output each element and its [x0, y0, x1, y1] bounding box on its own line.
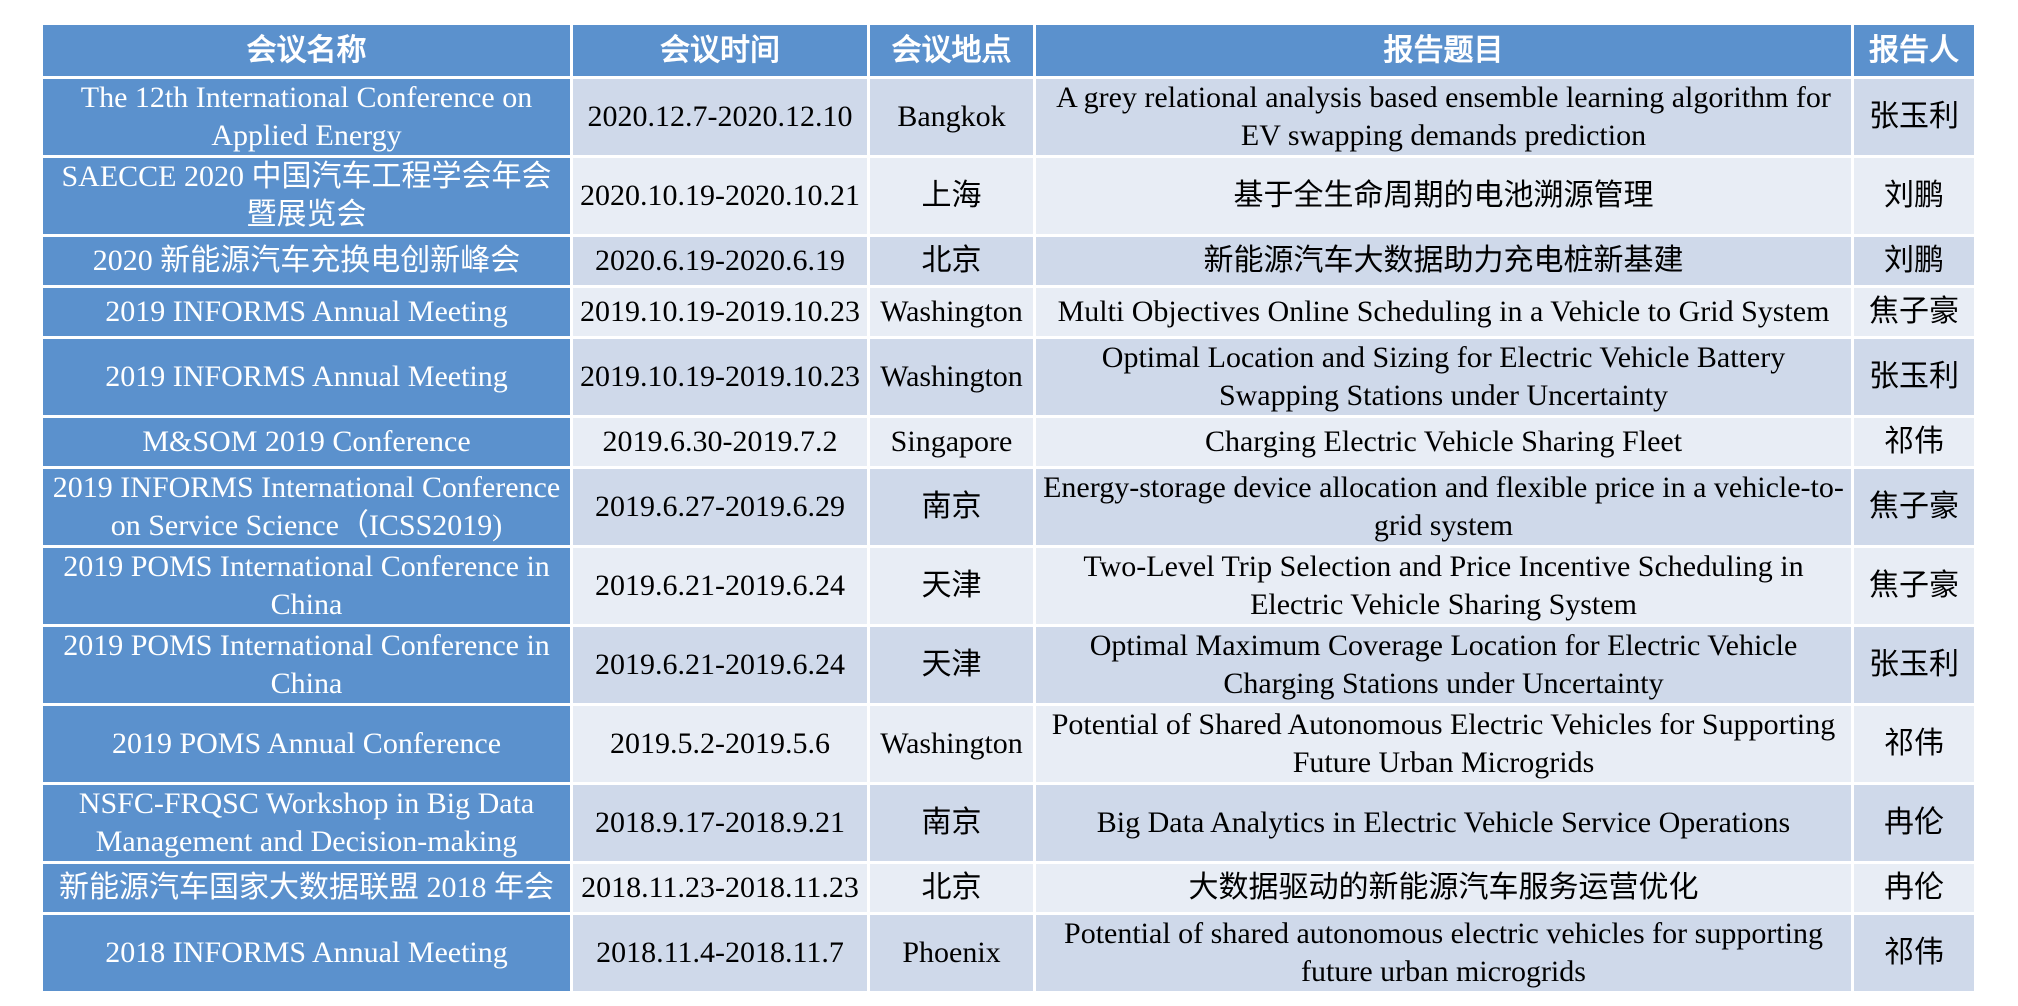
- date-cell: 2018.11.23-2018.11.23: [573, 864, 867, 912]
- date-cell: 2020.10.19-2020.10.21: [573, 158, 867, 234]
- report-title-cell: 新能源汽车大数据助力充电桩新基建: [1036, 237, 1851, 285]
- table-row: 2019 INFORMS International Conference on…: [43, 469, 1974, 545]
- header-conference-time: 会议时间: [573, 25, 867, 76]
- speaker-cell: 刘鹏: [1854, 237, 1974, 285]
- speaker-cell: 冉伦: [1854, 785, 1974, 861]
- conference-name-cell: SAECCE 2020 中国汽车工程学会年会暨展览会: [43, 158, 570, 234]
- date-cell: 2020.12.7-2020.12.10: [573, 79, 867, 155]
- conference-name-cell: 2020 新能源汽车充换电创新峰会: [43, 237, 570, 285]
- table-row: 2019 INFORMS Annual Meeting 2019.10.19-2…: [43, 288, 1974, 336]
- location-cell: 南京: [870, 469, 1033, 545]
- location-cell: Washington: [870, 288, 1033, 336]
- location-cell: 天津: [870, 548, 1033, 624]
- location-cell: Washington: [870, 706, 1033, 782]
- table-row: SAECCE 2020 中国汽车工程学会年会暨展览会 2020.10.19-20…: [43, 158, 1974, 234]
- speaker-cell: 张玉利: [1854, 339, 1974, 415]
- date-cell: 2018.9.17-2018.9.21: [573, 785, 867, 861]
- date-cell: 2018.11.4-2018.11.7: [573, 915, 867, 991]
- report-title-cell: Potential of Shared Autonomous Electric …: [1036, 706, 1851, 782]
- conference-name-cell: The 12th International Conference on App…: [43, 79, 570, 155]
- report-title-cell: Two-Level Trip Selection and Price Incen…: [1036, 548, 1851, 624]
- table-row: M&SOM 2019 Conference 2019.6.30-2019.7.2…: [43, 418, 1974, 466]
- speaker-cell: 焦子豪: [1854, 288, 1974, 336]
- location-cell: Singapore: [870, 418, 1033, 466]
- date-cell: 2019.10.19-2019.10.23: [573, 339, 867, 415]
- table-row: 2020 新能源汽车充换电创新峰会 2020.6.19-2020.6.19 北京…: [43, 237, 1974, 285]
- report-title-cell: 大数据驱动的新能源汽车服务运营优化: [1036, 864, 1851, 912]
- report-title-cell: Big Data Analytics in Electric Vehicle S…: [1036, 785, 1851, 861]
- conference-table-container: 会议名称 会议时间 会议地点 报告题目 报告人 The 12th Interna…: [43, 25, 1974, 991]
- table-row: 2019 INFORMS Annual Meeting 2019.10.19-2…: [43, 339, 1974, 415]
- date-cell: 2019.6.27-2019.6.29: [573, 469, 867, 545]
- table-row: The 12th International Conference on App…: [43, 79, 1974, 155]
- conference-name-cell: 2019 POMS International Conference in Ch…: [43, 627, 570, 703]
- date-cell: 2019.6.30-2019.7.2: [573, 418, 867, 466]
- location-cell: Washington: [870, 339, 1033, 415]
- speaker-cell: 冉伦: [1854, 864, 1974, 912]
- conference-name-cell: 2018 INFORMS Annual Meeting: [43, 915, 570, 991]
- date-cell: 2019.6.21-2019.6.24: [573, 627, 867, 703]
- location-cell: Bangkok: [870, 79, 1033, 155]
- speaker-cell: 祁伟: [1854, 706, 1974, 782]
- report-title-cell: Optimal Maximum Coverage Location for El…: [1036, 627, 1851, 703]
- report-title-cell: Potential of shared autonomous electric …: [1036, 915, 1851, 991]
- date-cell: 2019.10.19-2019.10.23: [573, 288, 867, 336]
- location-cell: 北京: [870, 237, 1033, 285]
- location-cell: Phoenix: [870, 915, 1033, 991]
- conference-name-cell: 2019 INFORMS Annual Meeting: [43, 339, 570, 415]
- table-row: 新能源汽车国家大数据联盟 2018 年会 2018.11.23-2018.11.…: [43, 864, 1974, 912]
- header-conference-location: 会议地点: [870, 25, 1033, 76]
- header-speaker: 报告人: [1854, 25, 1974, 76]
- conference-name-cell: 2019 POMS Annual Conference: [43, 706, 570, 782]
- table-row: 2019 POMS International Conference in Ch…: [43, 627, 1974, 703]
- date-cell: 2019.6.21-2019.6.24: [573, 548, 867, 624]
- speaker-cell: 张玉利: [1854, 79, 1974, 155]
- location-cell: 天津: [870, 627, 1033, 703]
- conference-name-cell: 2019 INFORMS Annual Meeting: [43, 288, 570, 336]
- table-row: NSFC-FRQSC Workshop in Big Data Manageme…: [43, 785, 1974, 861]
- conference-name-cell: 新能源汽车国家大数据联盟 2018 年会: [43, 864, 570, 912]
- location-cell: 北京: [870, 864, 1033, 912]
- header-row: 会议名称 会议时间 会议地点 报告题目 报告人: [43, 25, 1974, 76]
- speaker-cell: 焦子豪: [1854, 548, 1974, 624]
- report-title-cell: Multi Objectives Online Scheduling in a …: [1036, 288, 1851, 336]
- speaker-cell: 祁伟: [1854, 915, 1974, 991]
- table-row: 2019 POMS Annual Conference 2019.5.2-201…: [43, 706, 1974, 782]
- table-row: 2019 POMS International Conference in Ch…: [43, 548, 1974, 624]
- date-cell: 2020.6.19-2020.6.19: [573, 237, 867, 285]
- location-cell: 南京: [870, 785, 1033, 861]
- report-title-cell: Charging Electric Vehicle Sharing Fleet: [1036, 418, 1851, 466]
- conference-table: 会议名称 会议时间 会议地点 报告题目 报告人 The 12th Interna…: [40, 22, 1977, 994]
- speaker-cell: 张玉利: [1854, 627, 1974, 703]
- conference-name-cell: NSFC-FRQSC Workshop in Big Data Manageme…: [43, 785, 570, 861]
- report-title-cell: A grey relational analysis based ensembl…: [1036, 79, 1851, 155]
- report-title-cell: Optimal Location and Sizing for Electric…: [1036, 339, 1851, 415]
- speaker-cell: 焦子豪: [1854, 469, 1974, 545]
- location-cell: 上海: [870, 158, 1033, 234]
- header-conference-name: 会议名称: [43, 25, 570, 76]
- conference-name-cell: M&SOM 2019 Conference: [43, 418, 570, 466]
- report-title-cell: 基于全生命周期的电池溯源管理: [1036, 158, 1851, 234]
- speaker-cell: 祁伟: [1854, 418, 1974, 466]
- conference-name-cell: 2019 POMS International Conference in Ch…: [43, 548, 570, 624]
- conference-name-cell: 2019 INFORMS International Conference on…: [43, 469, 570, 545]
- header-report-title: 报告题目: [1036, 25, 1851, 76]
- table-row: 2018 INFORMS Annual Meeting 2018.11.4-20…: [43, 915, 1974, 991]
- report-title-cell: Energy-storage device allocation and fle…: [1036, 469, 1851, 545]
- speaker-cell: 刘鹏: [1854, 158, 1974, 234]
- date-cell: 2019.5.2-2019.5.6: [573, 706, 867, 782]
